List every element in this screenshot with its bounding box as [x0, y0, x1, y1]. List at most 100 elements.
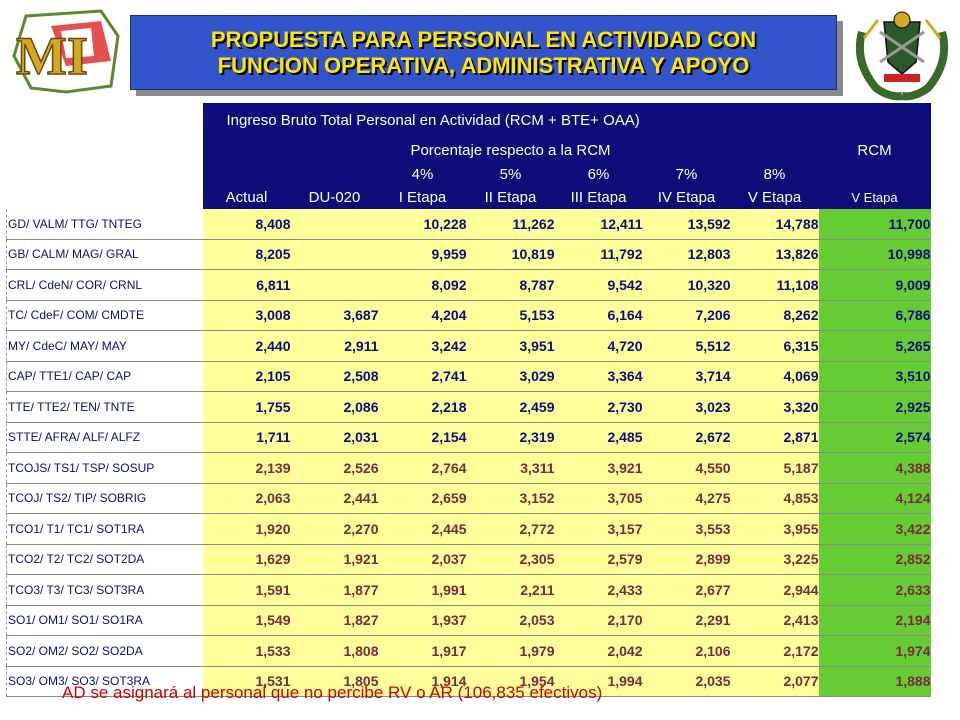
col-label: II Etapa: [466, 185, 555, 209]
pct-label: 6%: [554, 163, 643, 185]
value-cell: 2,526: [290, 452, 379, 484]
pct-label: 8%: [730, 163, 819, 185]
header-main: Ingreso Bruto Total Personal en Activida…: [202, 103, 931, 137]
value-cell: 2,031: [290, 422, 379, 453]
value-cell: 4,204: [378, 300, 467, 331]
value-cell: 4,720: [554, 330, 643, 362]
value-cell: 2,741: [378, 361, 467, 392]
header-cell: [202, 163, 291, 185]
value-cell: 1,755: [202, 391, 291, 423]
value-cell: 2,485: [554, 422, 643, 453]
rank-label: CRL/ CdeN/ COR/ CRNL: [6, 269, 203, 301]
value-cell: 3,687: [290, 300, 379, 331]
table-row: STTE/ AFRA/ ALF/ ALFZ 1,711 2,031 2,154 2,31…: [6, 422, 931, 453]
value-cell: 4,069: [730, 361, 819, 392]
value-cell: 9,542: [554, 269, 643, 301]
value-cell: 10,819: [466, 239, 555, 270]
value-cell: 2,677: [642, 574, 731, 606]
value-cell: 1,531: [202, 666, 291, 697]
value-cell: 8,787: [466, 269, 555, 301]
rank-label: TCOJS/ TS1/ TSP/ SOSUP: [6, 452, 203, 484]
value-cell: 2,211: [466, 574, 555, 606]
value-cell: 9,959: [378, 239, 467, 270]
value-cell: 2,911: [290, 330, 379, 362]
value-cell: 8,205: [202, 239, 291, 270]
rcm-cell: 2,574: [818, 422, 931, 453]
value-cell: 1,917: [378, 635, 467, 667]
value-cell: 5,153: [466, 300, 555, 331]
value-cell: 2,319: [466, 422, 555, 453]
rank-label: SO1/ OM1/ SO1/ SO1RA: [6, 605, 203, 636]
value-cell: 4,550: [642, 452, 731, 484]
value-cell: 1,827: [290, 605, 379, 636]
rank-label: CAP/ TTE1/ CAP/ CAP: [6, 361, 203, 392]
title-line-1: PROPUESTA PARA PERSONAL EN ACTIVIDAD CON: [210, 26, 757, 52]
rcm-cell: 1,888: [818, 666, 931, 697]
mi-logo: MI: [12, 9, 120, 94]
value-cell: 6,315: [730, 330, 819, 362]
header-rcm: RCM: [818, 137, 931, 163]
rank-label: STTE/ AFRA/ ALF/ ALFZ: [6, 422, 203, 453]
table-row: TCO2/ T2/ TC2/ SOT2DA 1,629 1,921 2,037 2,30…: [6, 544, 931, 575]
value-cell: 2,459: [466, 391, 555, 423]
rcm-cell: 5,265: [818, 330, 931, 362]
table-row: GD/ VALM/ TTG/ TNTEG 8,408 10,228 11,262 12,…: [6, 209, 931, 240]
value-cell: 2,440: [202, 330, 291, 362]
value-cell: 4,853: [730, 483, 819, 514]
table-row: TTE/ TTE2/ TEN/ TNTE 1,755 2,086 2,218 2,459…: [6, 391, 931, 423]
value-cell: 3,714: [642, 361, 731, 392]
value-cell: 3,705: [554, 483, 643, 514]
header-spacer: [6, 163, 203, 185]
value-cell: [290, 239, 379, 270]
rank-label: TC/ CdeF/ COM/ CMDTE: [6, 300, 203, 331]
value-cell: 3,955: [730, 513, 819, 545]
value-cell: 2,944: [730, 574, 819, 606]
header-spacer: [6, 185, 203, 209]
col-label: III Etapa: [554, 185, 643, 209]
value-cell: 1,549: [202, 605, 291, 636]
value-cell: 2,270: [290, 513, 379, 545]
value-cell: 4,275: [642, 483, 731, 514]
value-cell: 2,053: [466, 605, 555, 636]
value-cell: 11,262: [466, 209, 555, 240]
value-cell: [290, 209, 379, 240]
value-cell: 1,591: [202, 574, 291, 606]
rcm-cell: 10,998: [818, 239, 931, 270]
value-cell: 2,170: [554, 605, 643, 636]
value-cell: 2,871: [730, 422, 819, 453]
value-cell: 2,764: [378, 452, 467, 484]
value-cell: 12,803: [642, 239, 731, 270]
value-cell: 2,305: [466, 544, 555, 575]
value-cell: 2,037: [378, 544, 467, 575]
value-cell: 2,063: [202, 483, 291, 514]
header-cell: [818, 163, 931, 185]
value-cell: 3,157: [554, 513, 643, 545]
value-cell: 2,172: [730, 635, 819, 667]
value-cell: 3,242: [378, 330, 467, 362]
value-cell: 6,164: [554, 300, 643, 331]
value-cell: 2,086: [290, 391, 379, 423]
value-cell: 7,206: [642, 300, 731, 331]
value-cell: 2,042: [554, 635, 643, 667]
value-cell: 1,920: [202, 513, 291, 545]
rank-label: TCO2/ T2/ TC2/ SOT2DA: [6, 544, 203, 575]
value-cell: 2,291: [642, 605, 731, 636]
value-cell: 1,711: [202, 422, 291, 453]
table-row: TC/ CdeF/ COM/ CMDTE 3,008 3,687 4,204 5,153…: [6, 300, 931, 331]
value-cell: 11,108: [730, 269, 819, 301]
value-cell: 2,579: [554, 544, 643, 575]
rcm-cell: 6,786: [818, 300, 931, 331]
rank-label: MY/ CdeC/ MAY/ MAY: [6, 330, 203, 362]
rcm-cell: 2,925: [818, 391, 931, 423]
value-cell: 1,979: [466, 635, 555, 667]
value-cell: 3,225: [730, 544, 819, 575]
value-cell: 2,508: [290, 361, 379, 392]
value-cell: 13,592: [642, 209, 731, 240]
value-cell: 10,228: [378, 209, 467, 240]
value-cell: 2,772: [466, 513, 555, 545]
rcm-cell: 9,009: [818, 269, 931, 301]
table-body: GD/ VALM/ TTG/ TNTEG 8,408 10,228 11,262 12,…: [6, 209, 931, 697]
rank-label: TCO1/ T1/ TC1/ SOT1RA: [6, 513, 203, 545]
header-spacer: [6, 103, 203, 137]
income-table: Ingreso Bruto Total Personal en Activida…: [6, 103, 931, 697]
